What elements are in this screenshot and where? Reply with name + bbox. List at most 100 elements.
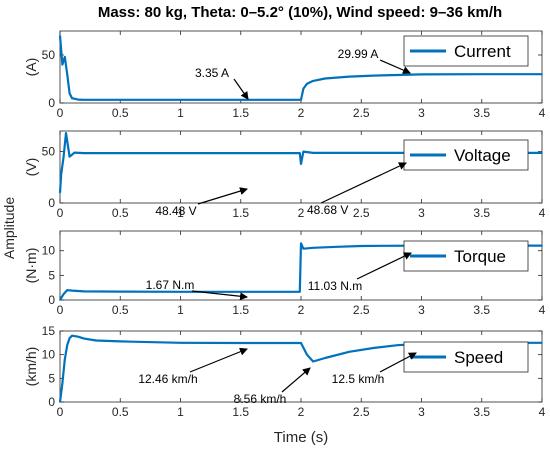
data-point (71, 289, 73, 292)
data-point (306, 353, 308, 356)
y-tick-label: 15 (42, 324, 56, 338)
data-point (59, 35, 61, 37)
annotation-label: 12.46 km/h (138, 372, 197, 386)
data-point (300, 342, 302, 344)
data-point (302, 247, 305, 250)
annotation-label: 3.35 A (195, 66, 229, 80)
data-point (66, 344, 68, 347)
data-point (302, 87, 305, 90)
annotation-arrow (197, 187, 248, 205)
series-line-torque (59, 242, 542, 301)
annotation-arrow (281, 367, 311, 393)
x-tick-label: 0 (57, 206, 64, 220)
x-tick-label: 0 (57, 303, 64, 317)
data-point (68, 337, 71, 339)
subplot-3: 0 0.5 1 1.5 2 2.5 3 3.5 4 0 5 10(N·m) Torque 1.67 N.m… (23, 230, 546, 317)
data-point (68, 92, 71, 95)
series-line-voltage (58, 132, 542, 193)
common-y-label: Amplitude (1, 197, 17, 259)
legend-label: Current (454, 42, 511, 61)
data-point (83, 290, 85, 293)
x-tick-label: 2.5 (353, 303, 370, 317)
y-tick-label: 0 (48, 293, 55, 307)
data-point (240, 99, 242, 101)
data-point (299, 99, 301, 101)
data-point (300, 99, 302, 101)
x-tick-label: 1 (177, 106, 184, 120)
x-tick-label: 3.5 (473, 206, 490, 220)
annotation-label: 8.56 km/h (234, 392, 287, 406)
data-point (481, 73, 483, 75)
data-point (300, 242, 302, 245)
data-point (95, 339, 97, 342)
annotation-arrow (191, 290, 248, 301)
data-point (348, 351, 351, 353)
x-tick-label: 4 (539, 206, 546, 220)
data-point (179, 291, 182, 293)
x-tick-label: 2.5 (353, 405, 370, 419)
data-point (60, 173, 62, 175)
y-axis-label: (N·m) (23, 248, 39, 284)
x-tick-label: 1 (177, 303, 184, 317)
x-tick-label: 3 (418, 303, 425, 317)
data-point (541, 152, 543, 154)
x-tick-label: 1 (177, 405, 184, 419)
data-point (83, 337, 85, 340)
y-tick-label: 0 (48, 96, 55, 110)
data-point (119, 340, 122, 343)
data-point (372, 347, 375, 349)
x-tick-label: 2.5 (353, 206, 370, 220)
data-point (64, 358, 66, 361)
annotation-label: 12.5 km/h (332, 372, 385, 386)
data-point (336, 246, 338, 248)
x-tick-label: 1.5 (232, 405, 249, 419)
data-point (68, 155, 71, 158)
x-axis-label: Time (s) (274, 429, 328, 446)
y-axis-label: (km/h) (23, 347, 39, 387)
data-point (396, 74, 399, 76)
x-tick-label: 4 (539, 106, 546, 120)
y-tick-label: 10 (42, 244, 56, 258)
data-point (83, 152, 85, 154)
data-point (179, 152, 182, 154)
data-point (396, 344, 399, 347)
data-point (240, 342, 242, 344)
legend-label: Speed (454, 348, 503, 367)
data-point (59, 401, 61, 403)
x-tick-label: 2 (298, 106, 305, 120)
annotation-arrow (320, 162, 407, 204)
data-point (541, 244, 543, 247)
x-tick-label: 1.5 (232, 303, 249, 317)
data-point (119, 152, 122, 154)
data-point (348, 75, 351, 78)
data-point (360, 152, 363, 154)
data-point (420, 73, 423, 76)
data-point (71, 334, 73, 337)
annotation-label: 48.68 V (307, 203, 348, 217)
y-tick-label: 0 (48, 395, 55, 409)
subplot-2: 0 0.5 1 1.5 2 2.5 3 3.5 4 0 50(V) Voltage 48.48 V 48.… (23, 130, 546, 220)
legend-label: Torque (454, 247, 506, 266)
data-point (312, 80, 314, 82)
x-tick-label: 0.5 (112, 206, 129, 220)
legend: Voltage (403, 139, 529, 171)
y-tick-label: 5 (48, 371, 55, 385)
data-point (62, 155, 65, 158)
annotation-label: 29.99 A (338, 47, 379, 61)
y-tick-label: 50 (42, 48, 56, 62)
annotation-arrow (379, 352, 417, 373)
annotation-label: 1.67 N.m (146, 278, 195, 292)
data-point (66, 289, 68, 291)
data-point (77, 335, 79, 338)
data-point (77, 98, 79, 101)
data-point (61, 63, 64, 66)
data-point (302, 150, 305, 153)
data-point (360, 245, 363, 247)
x-tick-label: 3.5 (473, 303, 490, 317)
annotation-label: 48.48 V (155, 204, 196, 218)
x-tick-label: 0 (57, 405, 64, 419)
chart-title: Mass: 80 kg, Theta: 0–5.2° (10%), Wind s… (98, 4, 502, 21)
annotation-arrow (189, 347, 248, 373)
data-point (73, 151, 76, 154)
x-tick-label: 1.5 (232, 106, 249, 120)
